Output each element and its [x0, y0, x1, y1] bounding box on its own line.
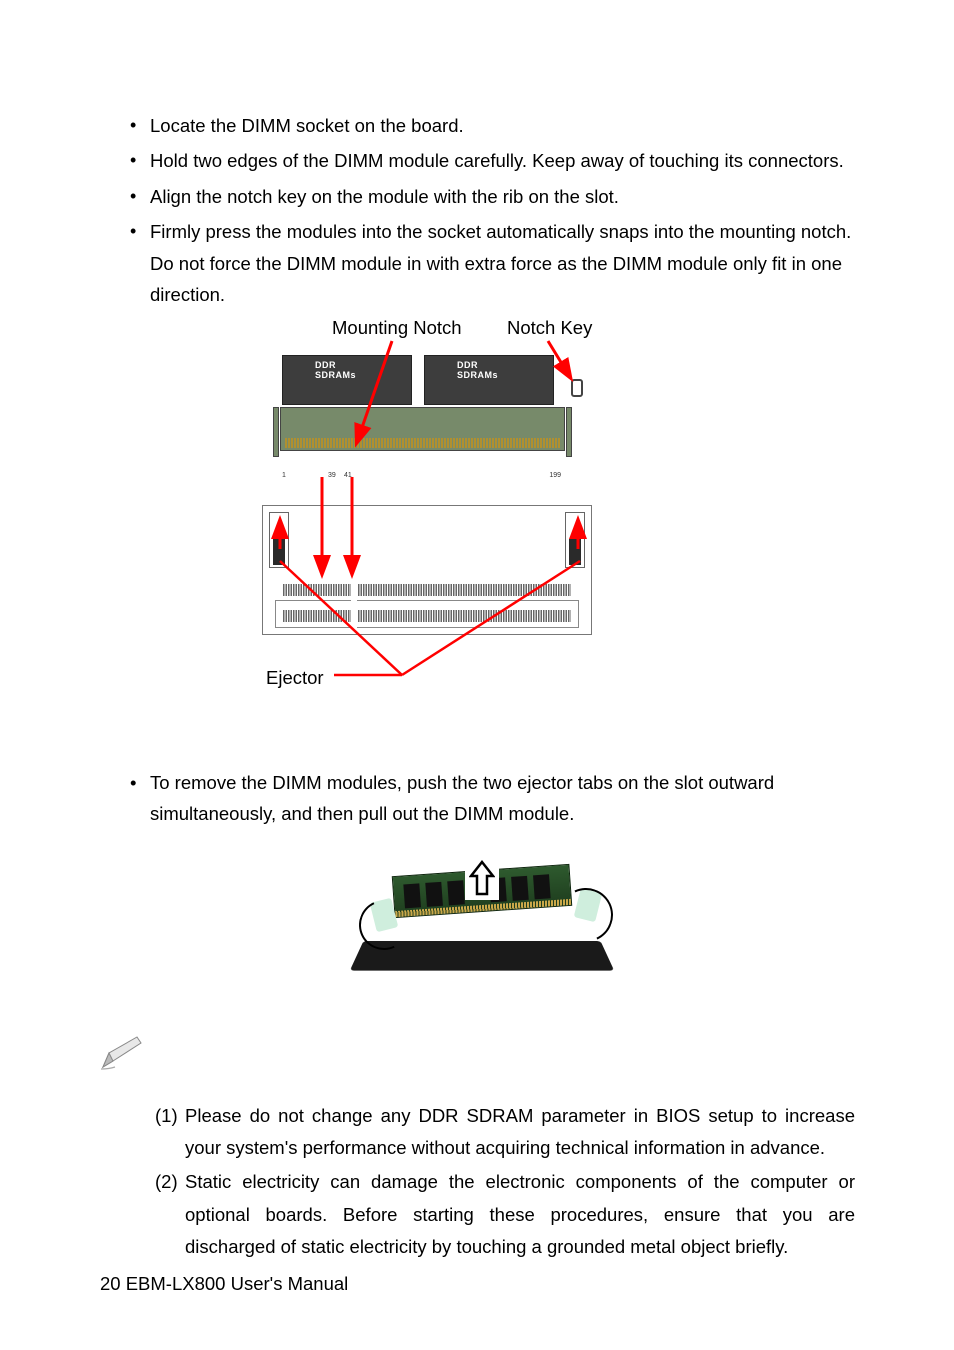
- dimm-diagram: Mounting Notch Notch Key DDR SDRAMs DDR …: [105, 317, 859, 697]
- up-arrow-icon: [465, 856, 499, 900]
- removal-step: To remove the DIMM modules, push the two…: [130, 767, 859, 830]
- dimm-module-drawing: DDR SDRAMs DDR SDRAMs 1 39 41 199: [280, 349, 565, 469]
- manual-title: EBM-LX800 User's Manual: [126, 1273, 349, 1294]
- pin-number: 39: [328, 472, 336, 479]
- note-label: (1): [155, 1100, 185, 1165]
- label-ejector: Ejector: [266, 667, 324, 689]
- note-item: (1) Please do not change any DDR SDRAM p…: [155, 1100, 855, 1165]
- notch-key-shape: [571, 379, 583, 397]
- pin-number: 199: [549, 472, 561, 479]
- notes-block: (1) Please do not change any DDR SDRAM p…: [155, 1100, 855, 1264]
- install-step: Locate the DIMM socket on the board.: [130, 110, 859, 141]
- page-number: 20: [100, 1273, 121, 1294]
- install-step: Align the notch key on the module with t…: [130, 181, 859, 212]
- label-mounting-notch: Mounting Notch: [332, 317, 462, 339]
- install-steps-list: Locate the DIMM socket on the board. Hol…: [130, 110, 859, 311]
- page-footer: 20 EBM-LX800 User's Manual: [100, 1273, 348, 1295]
- note-text: Please do not change any DDR SDRAM param…: [185, 1100, 855, 1165]
- pin-number: 41: [344, 472, 352, 479]
- removal-step-list: To remove the DIMM modules, push the two…: [130, 767, 859, 830]
- label-notch-key: Notch Key: [507, 317, 592, 339]
- note-label: (2): [155, 1166, 185, 1263]
- dimm-socket-drawing: [262, 505, 592, 635]
- chip-label: DDR SDRAMs: [315, 360, 379, 380]
- pin-number: 1: [282, 472, 286, 479]
- note-text: Static electricity can damage the electr…: [185, 1166, 855, 1263]
- note-item: (2) Static electricity can damage the el…: [155, 1166, 855, 1263]
- dimm-removal-photo: [105, 848, 859, 983]
- chip-label: DDR SDRAMs: [457, 360, 521, 380]
- note-pen-icon: [97, 1033, 859, 1078]
- install-step: Hold two edges of the DIMM module carefu…: [130, 145, 859, 176]
- install-step: Firmly press the modules into the socket…: [130, 216, 859, 310]
